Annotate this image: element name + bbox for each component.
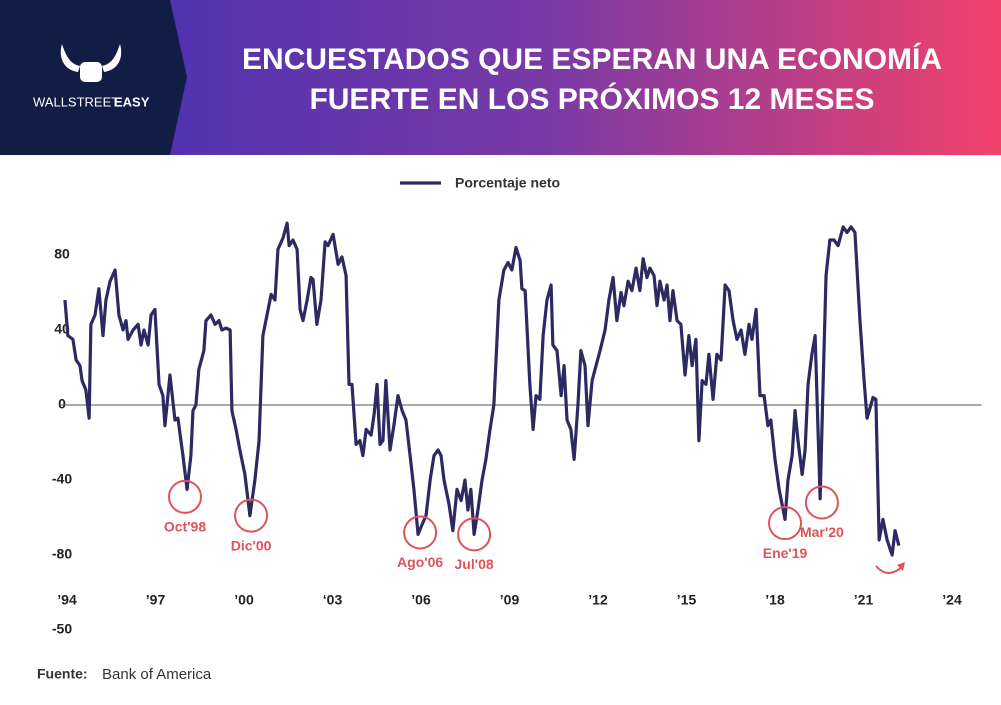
x-tick-label: ’00 — [234, 592, 254, 608]
annotation-label: Ene'19 — [763, 545, 808, 561]
y-tick-label: 80 — [54, 246, 70, 262]
annotation-circle — [403, 515, 438, 550]
x-tick-label: ‘03 — [323, 592, 343, 608]
annotation-label: Dic'00 — [231, 537, 272, 553]
x-tick-label: ’06 — [411, 592, 431, 608]
annotation-label: Jul'08 — [455, 556, 494, 572]
y-tick-label: 0 — [58, 396, 66, 412]
annotation-circle — [768, 506, 803, 541]
y-tick-label: -50 — [52, 621, 72, 637]
x-tick-label: ’21 — [854, 592, 874, 608]
chart-title: FUERTE EN LOS PRÓXIMOS 12 MESES — [309, 82, 874, 116]
source-label: Fuente: — [37, 666, 88, 682]
annotation-circle — [804, 485, 839, 520]
x-tick-label: ’15 — [677, 592, 697, 608]
data-line — [63, 221, 901, 557]
x-tick-label: ’94 — [57, 592, 77, 608]
logo-mark — [60, 44, 122, 82]
annotation-label: Ago'06 — [397, 554, 443, 570]
annotation-label: Oct'98 — [164, 519, 206, 535]
annotation-circle — [457, 517, 492, 552]
annotation-circle — [168, 479, 202, 514]
x-tick-label: ’09 — [500, 592, 520, 608]
logo-text: WALLSTREET — [33, 94, 119, 109]
y-tick-label: -40 — [52, 471, 72, 487]
trend-arrow — [875, 565, 904, 574]
x-tick-label: ’18 — [765, 592, 785, 608]
x-tick-label: ’24 — [942, 592, 962, 608]
annotation-circle — [234, 498, 269, 533]
annotation-label: Mar'20 — [800, 524, 844, 540]
logo-text-bold: EASY — [114, 94, 150, 109]
x-tick-label: ’12 — [588, 592, 608, 608]
source-text: Bank of America — [102, 666, 212, 683]
chart-title: ENCUESTADOS QUE ESPERAN UNA ECONOMÍA — [242, 42, 942, 76]
x-tick-label: ’97 — [146, 592, 166, 608]
y-tick-label: -80 — [52, 546, 72, 562]
trend-arrow-head — [897, 562, 905, 571]
legend-label: Porcentaje neto — [455, 175, 560, 191]
